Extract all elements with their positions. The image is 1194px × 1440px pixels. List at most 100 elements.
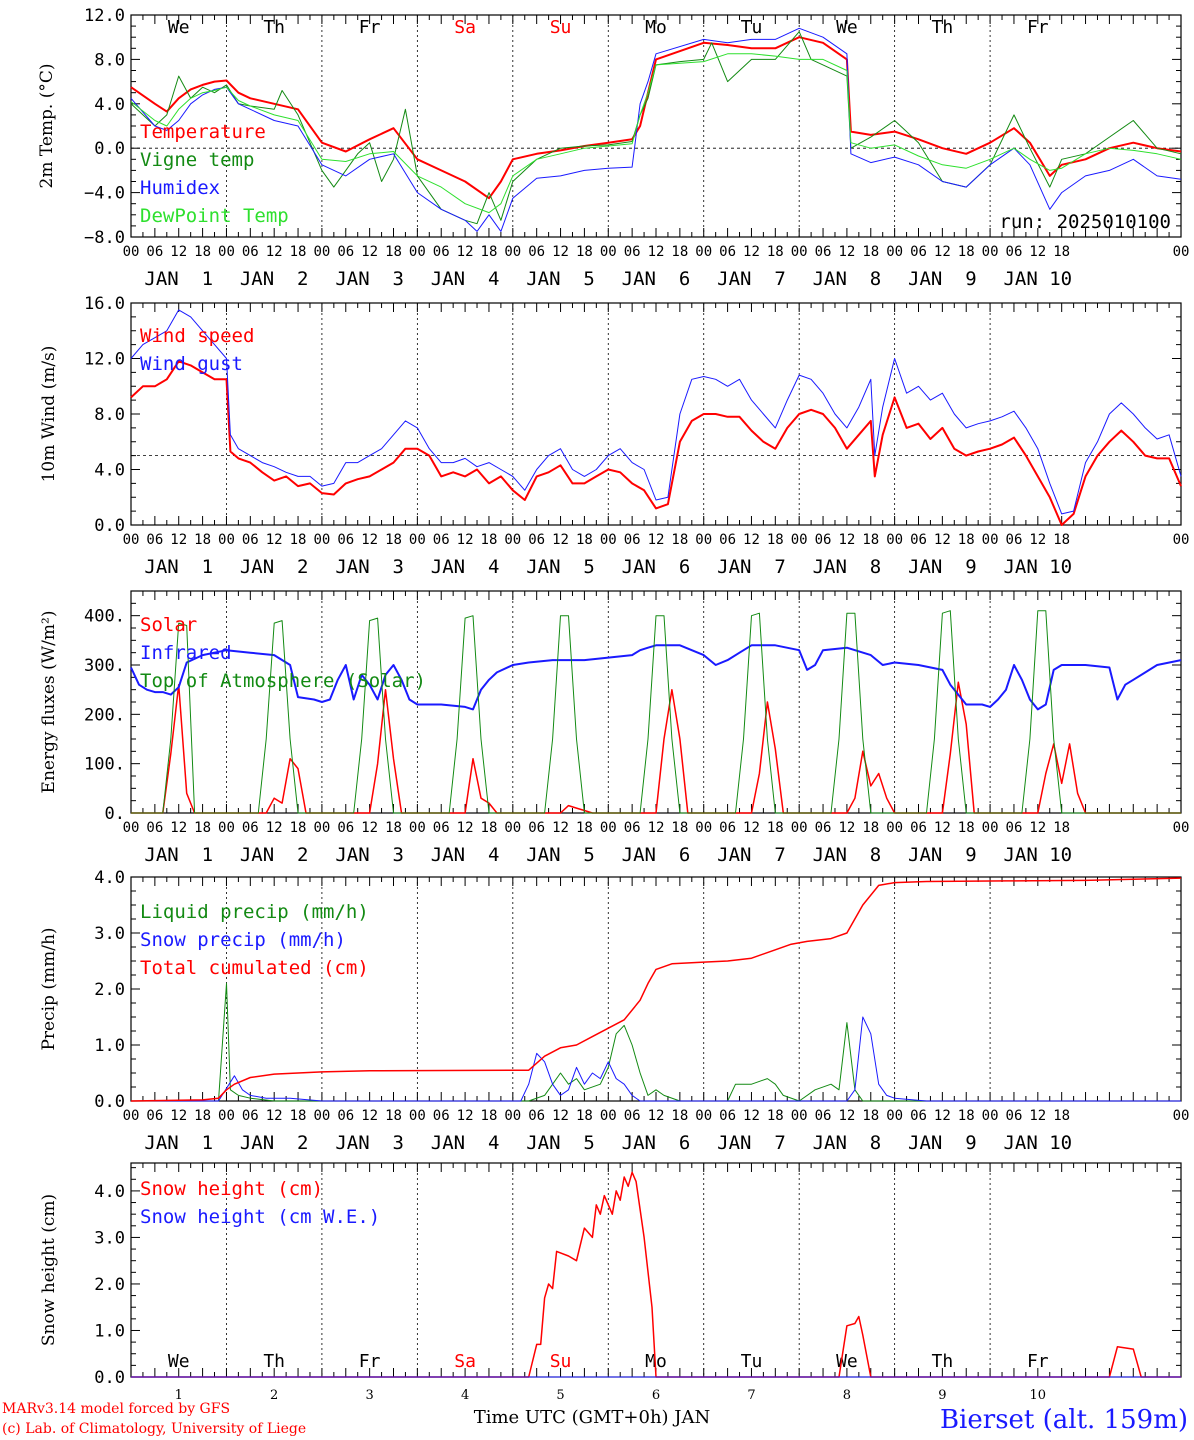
hour-tick-label: 12 — [457, 532, 474, 548]
hour-tick-label: 18 — [385, 820, 402, 836]
hour-tick-label: 18 — [671, 532, 688, 548]
hour-tick-label: 06 — [146, 244, 163, 260]
hour-tick-label: 06 — [624, 1108, 641, 1124]
hour-tick-label: 18 — [576, 244, 593, 260]
hour-tick-label: 06 — [242, 820, 259, 836]
hour-tick-label: 18 — [194, 1108, 211, 1124]
day-label: JAN 8 — [813, 1132, 882, 1154]
weekday-label: We — [168, 17, 190, 38]
hour-tick-label: 06 — [242, 244, 259, 260]
hour-tick-label: 06 — [719, 820, 736, 836]
hour-tick-label: 18 — [862, 1108, 879, 1124]
hour-tick-label: 00 — [218, 244, 235, 260]
series-line-wind-gust — [130, 309, 1182, 515]
hour-tick-label: 06 — [719, 1108, 736, 1124]
y-tick-label: 400. — [84, 607, 125, 627]
hour-tick-label: 18 — [767, 244, 784, 260]
y-tick-label: 0. — [105, 804, 125, 824]
legend-entry: Wind gust — [140, 353, 243, 375]
hour-tick-label: 06 — [1006, 1108, 1023, 1124]
hour-tick-label: 00 — [313, 1108, 330, 1124]
day-label: JAN 2 — [240, 844, 309, 866]
hour-tick-label: 06 — [1006, 244, 1023, 260]
day-label: JAN 10 — [1003, 268, 1072, 290]
weekday-label: Fr — [1027, 1351, 1049, 1372]
hour-tick-label: 18 — [194, 532, 211, 548]
y-axis-label: 10m Wind (m/s) — [39, 346, 59, 483]
legend-entry: Total cumulated (cm) — [140, 957, 369, 979]
day-label: JAN 2 — [240, 1132, 309, 1154]
day-number-label: 6 — [652, 1388, 660, 1403]
weekday-label: Sa — [454, 17, 476, 38]
hour-tick-label: 06 — [528, 820, 545, 836]
plot-frame — [130, 590, 1182, 814]
day-label: JAN 3 — [335, 1132, 404, 1154]
y-tick-label: 2.0 — [94, 1275, 125, 1295]
hour-tick-label: 00 — [982, 1108, 999, 1124]
hour-tick-label: 18 — [767, 532, 784, 548]
legend-entry: Snow height (cm) — [140, 1178, 323, 1200]
day-label: JAN 7 — [717, 844, 786, 866]
hour-tick-label: 00 — [886, 1108, 903, 1124]
hour-tick-label: 00 — [123, 244, 140, 260]
hour-tick-label: 18 — [481, 532, 498, 548]
day-label: JAN 3 — [335, 556, 404, 578]
hour-tick-label: 18 — [671, 1108, 688, 1124]
series-line-wind-speed — [130, 360, 1182, 526]
series-line-liquid-precip-mm-h- — [131, 982, 1181, 1102]
day-number-label: 10 — [1030, 1388, 1047, 1403]
hour-tick-label: 00 — [504, 244, 521, 260]
hour-tick-label: 06 — [719, 532, 736, 548]
hour-tick-label: 12 — [552, 532, 569, 548]
hour-tick-label: 06 — [433, 532, 450, 548]
hour-tick-label: 18 — [1053, 1108, 1070, 1124]
hour-tick-label: 18 — [481, 1108, 498, 1124]
hour-tick-label: 00 — [1173, 532, 1190, 548]
y-tick-label: 8.0 — [94, 50, 125, 70]
panel-energy: 400. 300. 200. 100. 0. Energy fluxes (W/m²) So… — [39, 590, 1189, 866]
hour-tick-label: 18 — [290, 820, 307, 836]
hour-tick-label: 18 — [194, 820, 211, 836]
day-label: JAN 10 — [1003, 844, 1072, 866]
y-tick-label: 3.0 — [94, 1228, 125, 1248]
hour-tick-label: 12 — [743, 244, 760, 260]
hour-tick-label: 00 — [123, 1108, 140, 1124]
hour-tick-label: 00 — [313, 244, 330, 260]
weekday-label: We — [836, 1351, 858, 1372]
y-tick-label: 12.0 — [84, 6, 125, 26]
day-label: JAN 9 — [908, 556, 977, 578]
plot-frame — [130, 14, 1182, 238]
hour-tick-label: 18 — [290, 244, 307, 260]
hour-tick-label: 12 — [1029, 1108, 1046, 1124]
y-axis-label: Precip (mm/h) — [39, 927, 59, 1050]
hour-tick-label: 06 — [337, 1108, 354, 1124]
day-label: JAN 3 — [335, 844, 404, 866]
panel-temperature: 12.0 8.0 4.0 0.0 −4.0 −8.0 2m Temp. (°C) We Th Fr… — [37, 6, 1189, 290]
hour-tick-label: 00 — [886, 532, 903, 548]
hour-tick-label: 18 — [862, 820, 879, 836]
weekday-label: Fr — [1027, 17, 1049, 38]
hour-tick-label: 00 — [982, 244, 999, 260]
hour-tick-label: 00 — [982, 532, 999, 548]
hour-tick-label: 18 — [290, 532, 307, 548]
y-tick-label: 1.0 — [94, 1036, 125, 1056]
hour-tick-label: 00 — [886, 820, 903, 836]
y-tick-label: 4.0 — [94, 1182, 125, 1202]
hour-tick-label: 12 — [648, 820, 665, 836]
hour-tick-label: 00 — [791, 532, 808, 548]
hour-tick-label: 06 — [1006, 820, 1023, 836]
hour-tick-label: 18 — [1053, 244, 1070, 260]
hour-tick-label: 12 — [648, 532, 665, 548]
day-number-label: 5 — [556, 1388, 564, 1403]
y-axis-label: 2m Temp. (°C) — [37, 63, 57, 188]
hour-tick-label: 00 — [504, 1108, 521, 1124]
hour-tick-label: 12 — [361, 820, 378, 836]
day-label: JAN 5 — [526, 844, 595, 866]
day-label: JAN 9 — [908, 1132, 977, 1154]
legend-entry: Snow height (cm W.E.) — [140, 1206, 380, 1228]
hour-tick-label: 06 — [910, 820, 927, 836]
hour-tick-label: 12 — [457, 1108, 474, 1124]
footer-model-note: MARv3.14 model forced by GFS — [2, 1401, 230, 1417]
hour-tick-label: 12 — [743, 1108, 760, 1124]
day-label: JAN 6 — [622, 1132, 691, 1154]
